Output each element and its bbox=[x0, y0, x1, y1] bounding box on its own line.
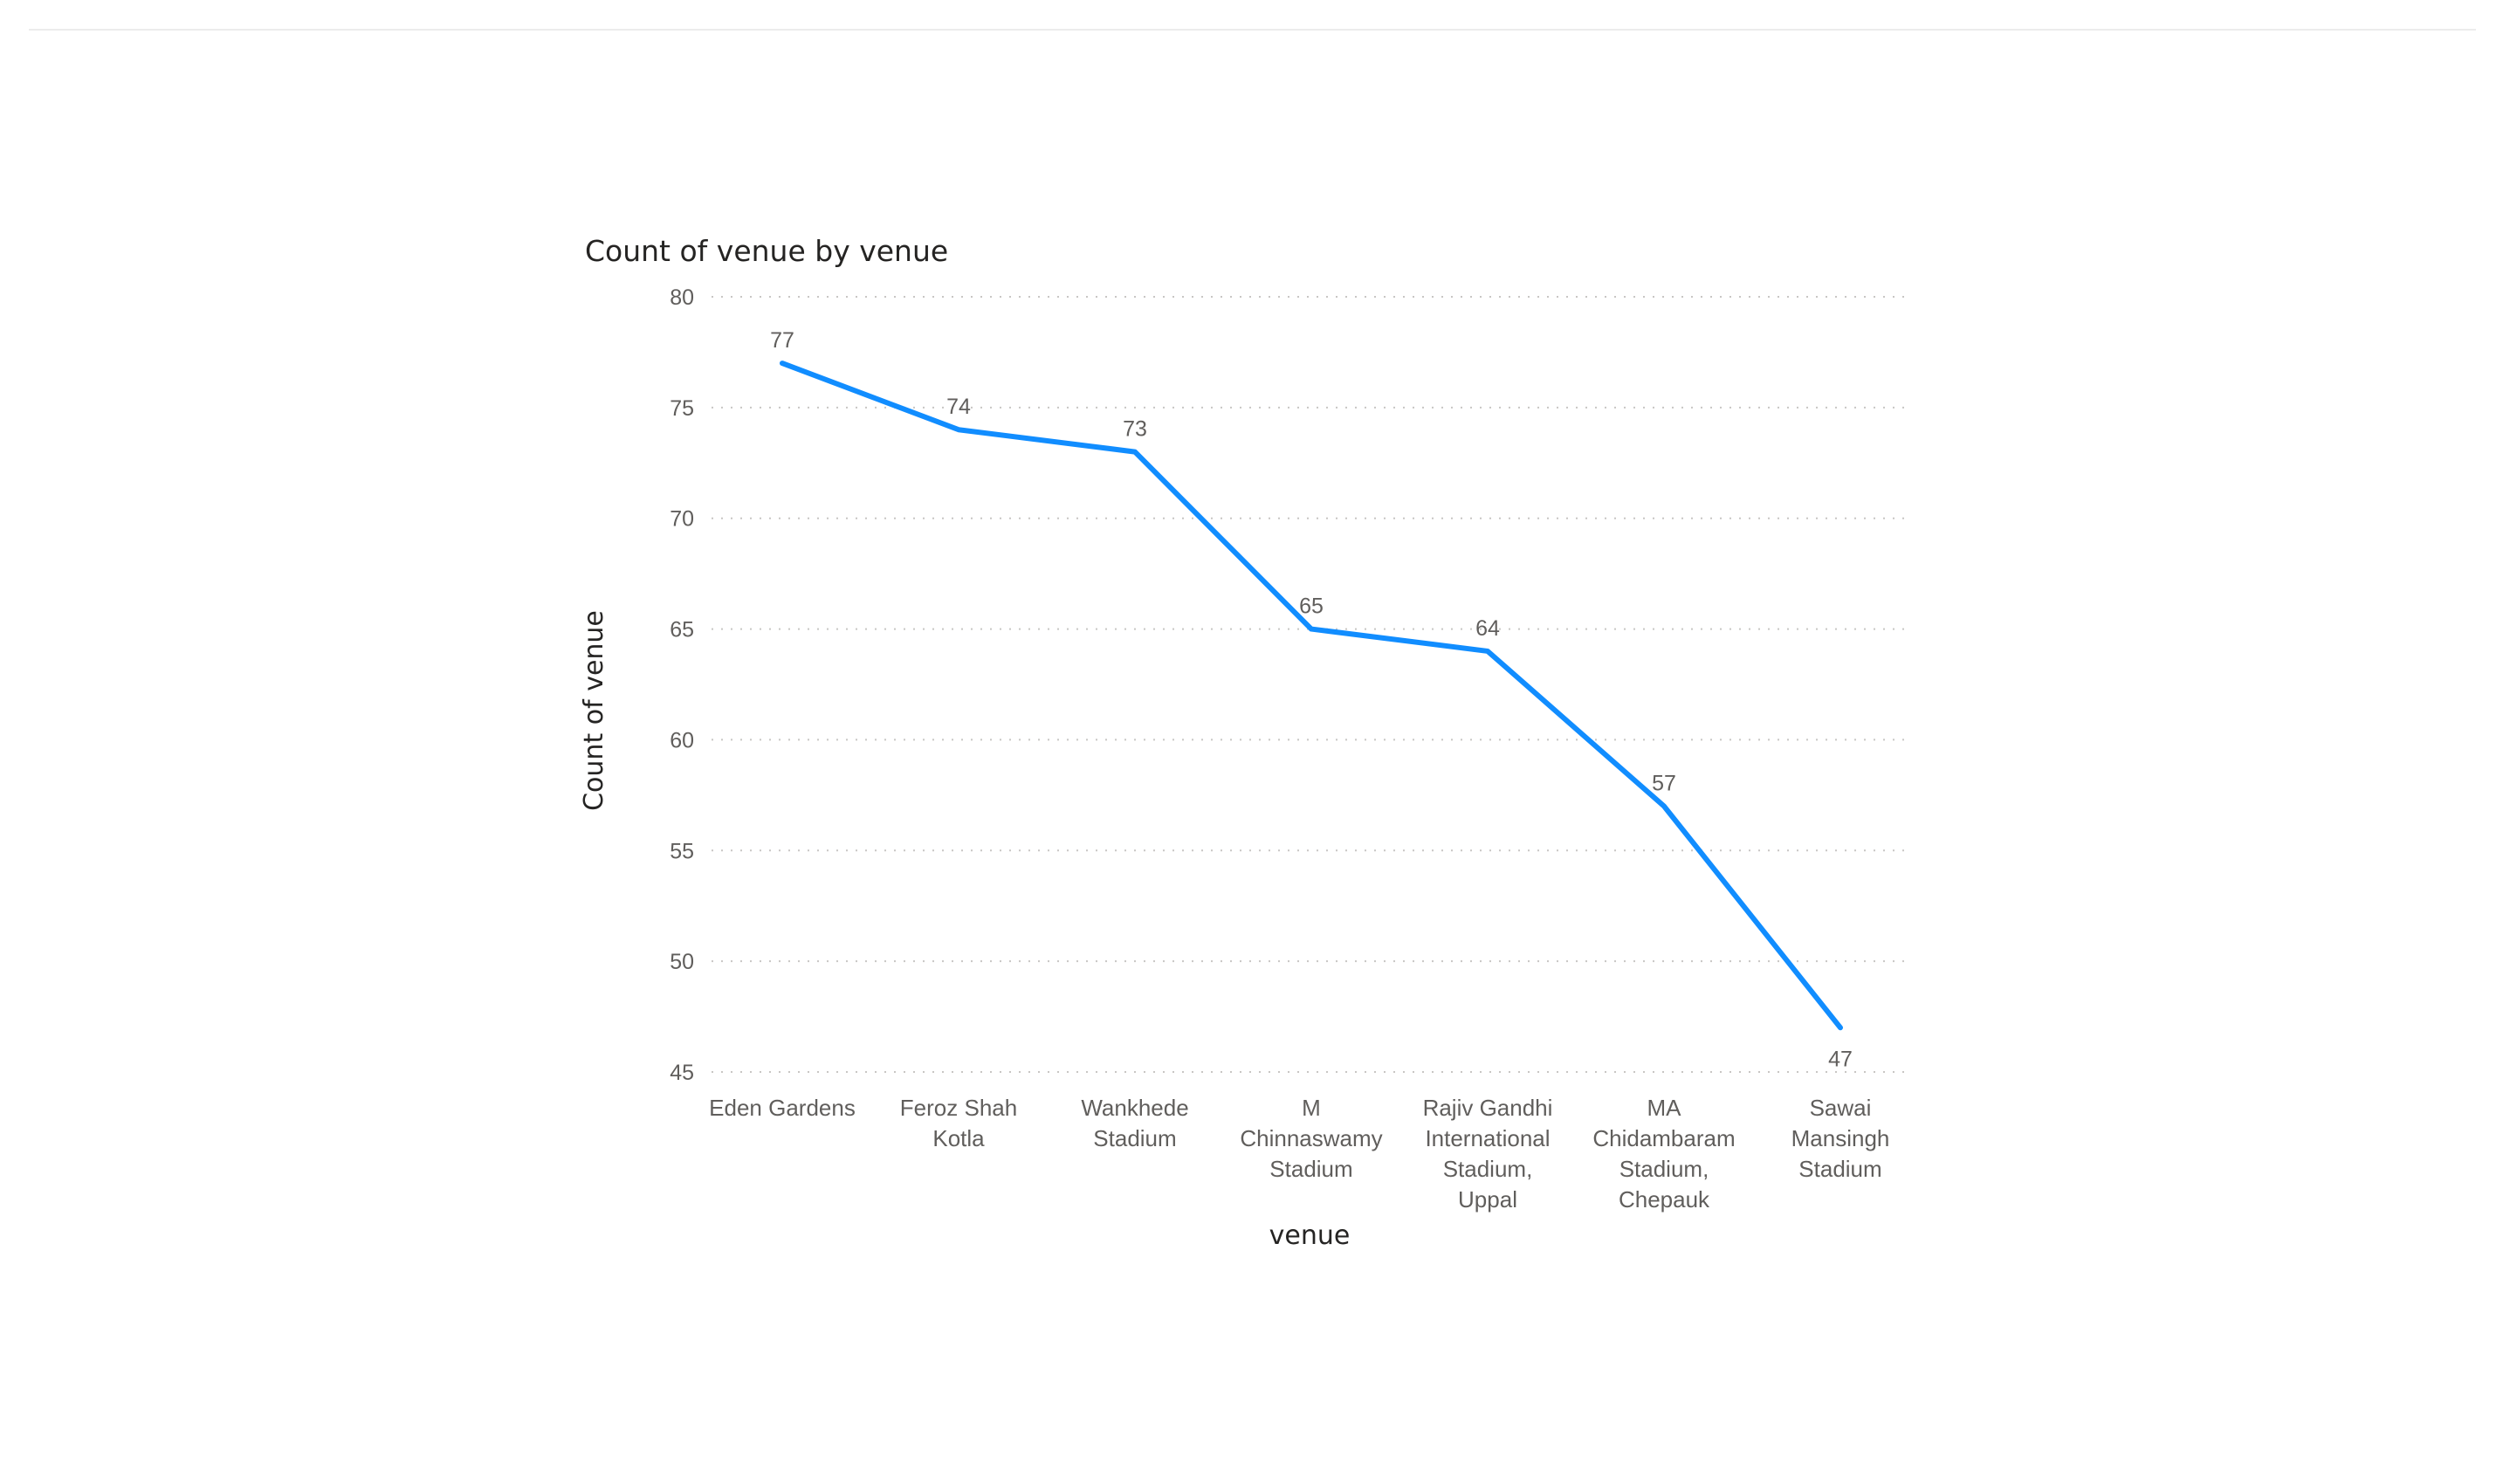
x-tick-label: Eden Gardens bbox=[709, 1095, 856, 1121]
data-label: 64 bbox=[1475, 616, 1500, 641]
x-tick-label-line: Chinnaswamy bbox=[1240, 1125, 1382, 1151]
data-labels: 77 74 73 65 64 57 47 bbox=[770, 328, 1853, 1071]
y-tick-label: 50 bbox=[670, 950, 694, 974]
x-tick-label-line: Kotla bbox=[932, 1125, 985, 1151]
x-tick-label-line: Eden Gardens bbox=[709, 1095, 856, 1121]
y-tick-label: 45 bbox=[670, 1061, 694, 1085]
x-tick-label-line: International bbox=[1425, 1125, 1550, 1151]
x-tick-label: MA Chidambaram Stadium, Chepauk bbox=[1592, 1095, 1735, 1213]
x-tick-label-line: Stadium, bbox=[1619, 1156, 1709, 1182]
series-layer bbox=[780, 361, 1843, 1031]
x-tick-label-line: Stadium bbox=[1269, 1156, 1352, 1182]
x-tick-label: Rajiv Gandhi International Stadium, Uppal bbox=[1423, 1095, 1553, 1213]
data-label: 73 bbox=[1123, 417, 1147, 442]
x-axis-ticks: Eden Gardens Feroz Shah Kotla Wankhede Stadi… bbox=[709, 1095, 1889, 1213]
x-tick-label-line: Chepauk bbox=[1619, 1186, 1710, 1213]
x-tick-label-line: MA bbox=[1647, 1095, 1682, 1121]
x-tick-label-line: Uppal bbox=[1458, 1186, 1517, 1213]
y-tick-label: 65 bbox=[670, 618, 694, 642]
x-tick-label: M Chinnaswamy Stadium bbox=[1240, 1095, 1382, 1182]
line-chart: 80 75 70 65 60 55 50 45 Eden Gardens Feroz Shah K… bbox=[579, 285, 1908, 1251]
top-divider bbox=[29, 29, 2476, 31]
y-tick-label: 60 bbox=[670, 728, 694, 752]
gridlines bbox=[712, 296, 1908, 1073]
line-chart-visual[interactable]: Count of venue by venue 80 75 70 65 60 55 50 45… bbox=[559, 210, 1938, 1292]
x-tick-label-line: M bbox=[1302, 1095, 1321, 1121]
data-label: 74 bbox=[946, 395, 971, 419]
y-axis-ticks: 80 75 70 65 60 55 50 45 bbox=[670, 285, 694, 1085]
x-axis-title: venue bbox=[1269, 1220, 1351, 1251]
x-tick-label: Feroz Shah Kotla bbox=[900, 1095, 1017, 1151]
x-tick-label-line: Rajiv Gandhi bbox=[1423, 1095, 1553, 1121]
x-tick-label-line: Stadium, bbox=[1443, 1156, 1533, 1182]
x-tick-label: Wankhede Stadium bbox=[1081, 1095, 1188, 1151]
x-tick-label-line: Wankhede bbox=[1081, 1095, 1188, 1121]
x-tick-label-line: Stadium bbox=[1798, 1156, 1881, 1182]
x-tick-label-line: Mansingh bbox=[1791, 1125, 1890, 1151]
data-label: 57 bbox=[1652, 772, 1676, 796]
y-tick-label: 70 bbox=[670, 507, 694, 532]
series-line[interactable] bbox=[780, 361, 1843, 1031]
x-tick-label-line: Sawai bbox=[1810, 1095, 1872, 1121]
x-tick-label: Sawai Mansingh Stadium bbox=[1791, 1095, 1890, 1182]
y-axis-title: Count of venue bbox=[579, 610, 609, 811]
x-tick-label-line: Feroz Shah bbox=[900, 1095, 1017, 1121]
chart-title: Count of venue by venue bbox=[585, 234, 949, 268]
x-tick-label-line: Chidambaram bbox=[1592, 1125, 1735, 1151]
y-tick-label: 75 bbox=[670, 396, 694, 421]
y-tick-label: 80 bbox=[670, 285, 694, 310]
data-label: 77 bbox=[770, 328, 794, 353]
data-label: 65 bbox=[1299, 594, 1324, 619]
y-tick-label: 55 bbox=[670, 839, 694, 863]
data-label: 47 bbox=[1828, 1047, 1853, 1071]
x-tick-label-line: Stadium bbox=[1093, 1125, 1176, 1151]
